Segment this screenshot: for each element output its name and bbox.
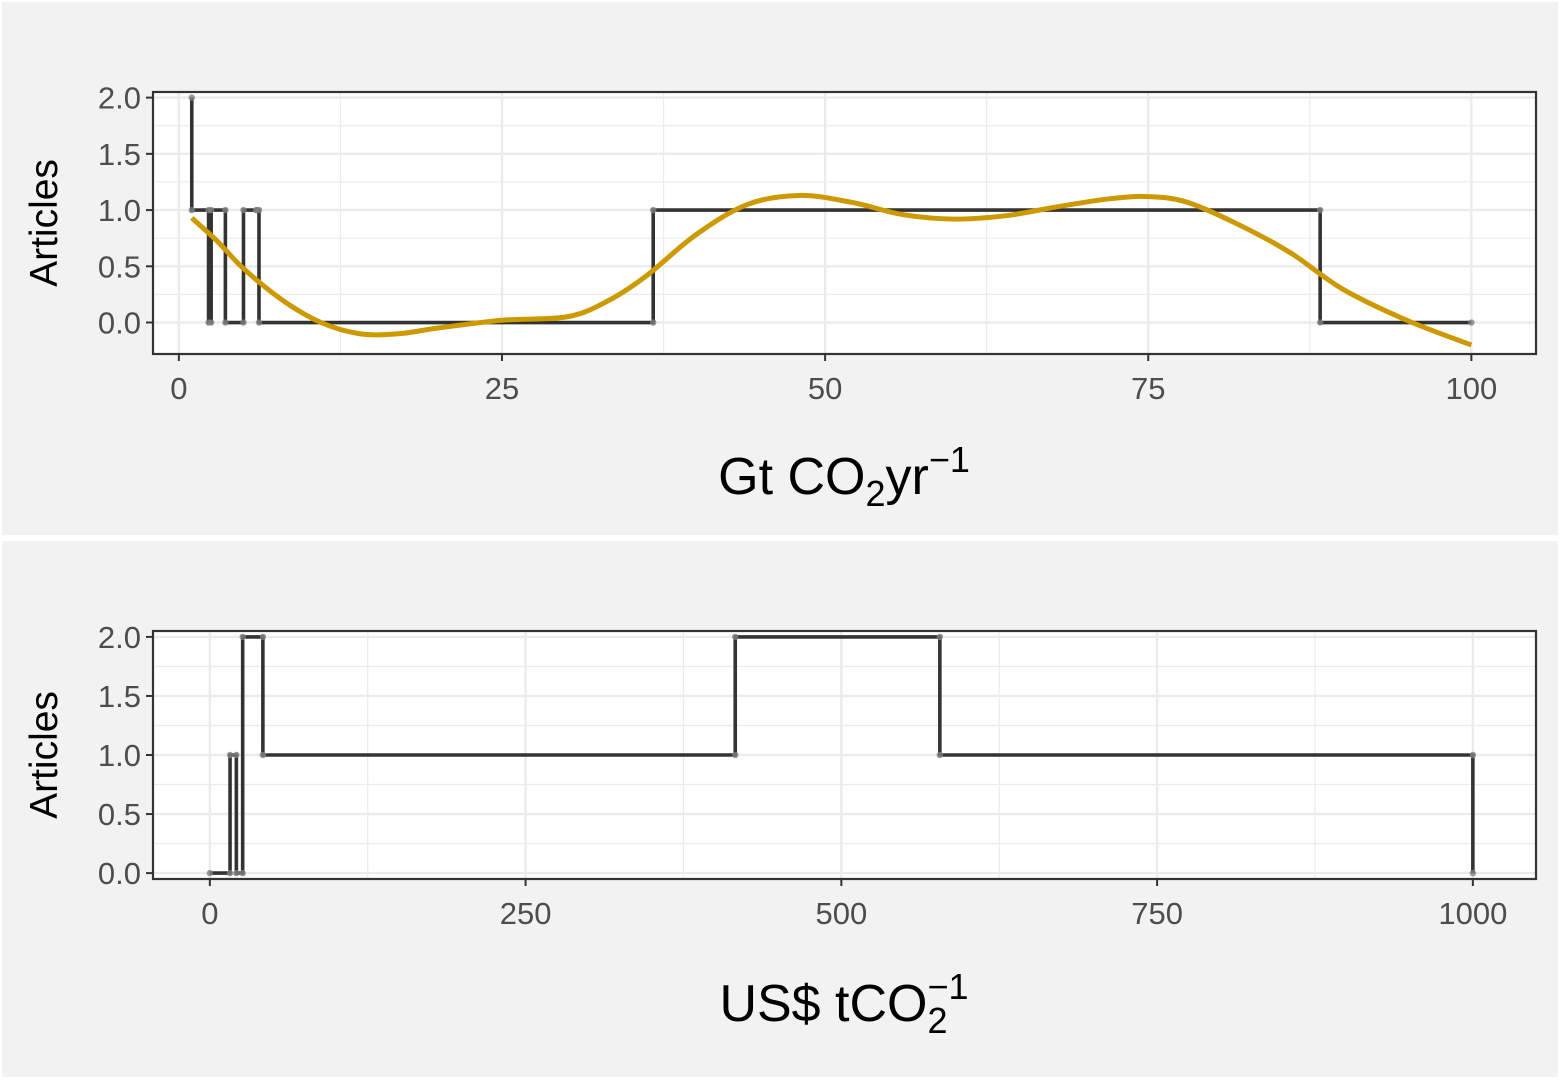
data-point — [188, 206, 195, 214]
data-point — [207, 206, 215, 214]
y-tick-label: 0.5 — [98, 797, 141, 832]
chart-panel-bottom: 0 250 500 750 1000 0.0 0.5 1.0 1.5 2.0 Articles U… — [2, 541, 1558, 1077]
x-axis-title-base: US$ tCO — [719, 975, 927, 1033]
marks — [206, 633, 1477, 877]
data-point — [936, 751, 944, 759]
data-point — [936, 633, 944, 641]
x-axis-title-mid: yr — [886, 448, 929, 506]
data-point — [240, 319, 247, 326]
data-point — [1469, 869, 1477, 877]
y-tick-label: 0.0 — [98, 306, 141, 341]
data-point — [240, 206, 247, 214]
marks — [188, 94, 1475, 348]
data-point — [1316, 319, 1324, 326]
data-point — [233, 869, 240, 877]
chart-top: 0 25 50 75 100 0.0 0.5 1.0 1.5 2.0 Articles Gt CO… — [23, 81, 1538, 514]
y-tick-label: 1.0 — [98, 193, 141, 228]
x-tick-label: 250 — [500, 896, 552, 931]
data-point — [259, 751, 267, 759]
data-point — [226, 751, 234, 759]
data-point — [650, 319, 657, 326]
data-point — [650, 206, 657, 214]
x-axis-title-sub: 2 — [865, 473, 885, 514]
x-tick-label: 500 — [815, 896, 867, 931]
y-axis-title: Articles — [23, 691, 66, 819]
axis-ticks: 0 250 500 750 1000 0.0 0.5 1.0 1.5 2.0 — [98, 620, 1507, 931]
data-point — [206, 869, 214, 877]
data-point — [188, 94, 195, 101]
x-tick-label: 1000 — [1438, 896, 1507, 931]
plot-border — [151, 90, 1538, 356]
x-axis-title-sup: −1 — [929, 439, 970, 480]
x-tick-label: 0 — [201, 896, 218, 931]
y-tick-label: 2.0 — [98, 620, 141, 655]
chart-panel-top: 0 25 50 75 100 0.0 0.5 1.0 1.5 2.0 Articles Gt CO… — [2, 2, 1558, 535]
x-axis-title: Gt CO2yr−1 — [718, 439, 970, 514]
chart-bottom: 0 250 500 750 1000 0.0 0.5 1.0 1.5 2.0 Articles U… — [23, 620, 1538, 1041]
y-tick-label: 1.5 — [98, 679, 141, 714]
data-point — [1468, 319, 1475, 326]
data-point — [207, 319, 215, 326]
y-tick-label: 2.0 — [98, 81, 141, 116]
data-point — [222, 206, 229, 214]
data-point — [1316, 206, 1324, 214]
x-tick-label: 50 — [808, 371, 842, 406]
x-axis-title: US$ tCO−1 2 — [719, 966, 968, 1041]
y-tick-label: 0.0 — [98, 856, 141, 891]
x-axis-title-base: Gt CO — [718, 448, 865, 506]
x-tick-label: 100 — [1446, 371, 1498, 406]
data-point — [732, 633, 739, 641]
data-point — [732, 751, 739, 759]
x-tick-label: 25 — [485, 371, 519, 406]
data-point — [255, 206, 263, 214]
y-tick-label: 1.5 — [98, 137, 141, 172]
y-tick-label: 1.0 — [98, 738, 141, 773]
data-point — [239, 869, 246, 877]
plot-area — [153, 92, 1536, 354]
smooth-curve — [190, 192, 1473, 348]
data-point — [226, 869, 234, 877]
data-point — [233, 751, 240, 759]
data-point — [239, 633, 246, 641]
x-axis-title-sub: 2 — [928, 1000, 948, 1041]
y-axis-title: Articles — [23, 159, 66, 287]
x-tick-label: 0 — [170, 371, 187, 406]
axis-ticks: 0 25 50 75 100 0.0 0.5 1.0 1.5 2.0 — [98, 81, 1497, 406]
data-point — [255, 319, 263, 326]
y-tick-label: 0.5 — [98, 249, 141, 284]
x-axis-title-sup: −1 — [928, 966, 969, 1007]
x-tick-label: 750 — [1131, 896, 1183, 931]
data-point — [222, 319, 229, 326]
data-point — [1469, 751, 1477, 759]
x-tick-label: 75 — [1131, 371, 1165, 406]
data-point — [259, 633, 267, 641]
